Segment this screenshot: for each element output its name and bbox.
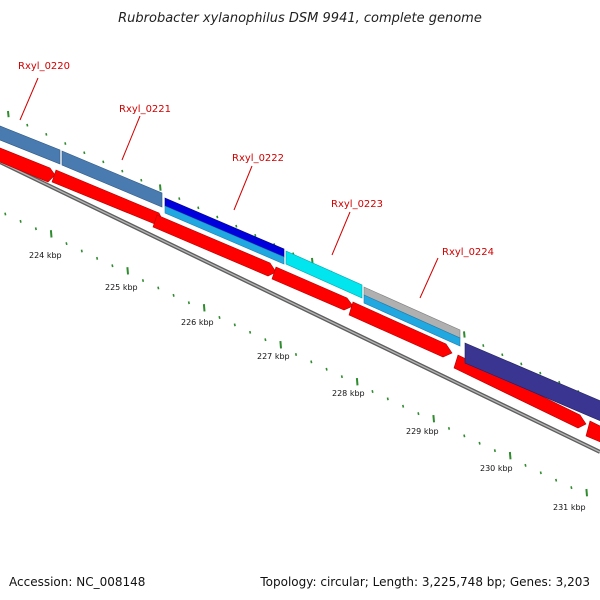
cds-feature [271,266,354,311]
minor-tick [159,184,162,191]
minor-tick [482,344,485,347]
minor-tick [157,286,160,290]
minor-tick [264,338,267,342]
minor-tick [178,197,181,201]
label-leader-line [331,211,351,256]
minor-tick [102,160,105,164]
minor-tick [96,256,99,260]
gene-feature-rxyl-0224-b [363,294,461,347]
genome-summary-text: Topology: circular; Length: 3,225,748 bp… [259,575,590,589]
minor-tick [325,367,328,371]
scale-label: 229 kbp [406,427,439,436]
scale-label: 226 kbp [181,318,214,327]
minor-tick [524,463,527,467]
gene-track [0,125,600,422]
accession-text: Accession: NC_008148 [9,575,145,589]
minor-tick [19,219,22,223]
minor-tick [294,353,298,356]
minor-tick [235,224,238,228]
minor-tick [539,471,542,475]
minor-tick [80,249,83,253]
minor-tick [45,132,48,136]
label-leader-line [419,257,439,299]
major-tick [585,488,588,497]
minor-tick [340,375,343,379]
minor-tick [463,331,466,338]
minor-tick [478,441,481,445]
gene-label: Rxyl_0220 [18,61,70,72]
minor-tick [121,169,124,173]
major-tick [508,451,512,460]
minor-tick [386,397,389,401]
scale-label: 225 kbp [105,283,138,292]
cds-feature [0,147,56,183]
scale-label: 224 kbp [29,251,62,260]
gene-label: Rxyl_0224 [442,247,494,258]
cds-feature [453,354,587,429]
sequence-backbone [0,160,600,454]
major-tick [49,230,53,238]
minor-tick [172,293,175,297]
minor-tick [555,478,558,482]
minor-tick [187,301,190,305]
scale-ticks: 224 kbp 225 kbp 226 kbp 227 kbp 228 kbp 229 k… [4,212,588,512]
gene-labels: Rxyl_0220 Rxyl_0221 Rxyl_0222 Rxyl_0223 … [18,61,494,299]
cds-feature [585,420,600,443]
minor-tick [539,371,542,375]
minor-tick [447,426,451,430]
gene-feature-rxyl-0221 [61,150,163,208]
minor-tick [83,151,86,155]
scale-label: 230 kbp [480,464,513,473]
minor-tick [493,449,496,453]
gene-label: Rxyl_0221 [119,104,171,115]
minor-tick [310,360,313,364]
label-leader-line [233,165,253,211]
minor-tick [65,242,68,246]
minor-tick [254,233,257,237]
major-tick [202,304,206,312]
major-tick [279,341,282,349]
minor-tick [371,389,374,393]
major-tick [432,414,435,423]
cds-feature [152,214,277,277]
scale-label: 231 kbp [553,503,586,512]
major-tick [126,267,129,275]
minor-tick [233,323,236,327]
minor-tick [141,279,145,283]
minor-tick [216,215,219,219]
minor-tick [501,353,504,357]
minor-tick [402,404,405,408]
minor-tick [417,412,420,416]
scale-label: 228 kbp [332,389,365,398]
gene-label: Rxyl_0223 [331,199,383,210]
gene-feature-rxyl-0222-b [164,205,285,265]
minor-tick [463,434,466,438]
gene-feature [464,342,600,422]
minor-tick [197,206,200,210]
map-title: Rubrobacter xylanophilus DSM 9941, compl… [118,11,482,26]
cds-feature [348,301,453,358]
label-leader-line [121,115,141,161]
label-leader-line [19,77,39,121]
minor-tick [111,264,114,268]
minor-tick [4,212,7,216]
minor-tick [249,330,252,334]
minor-tick [140,178,143,182]
cds-track [0,147,600,443]
minor-tick [64,142,67,145]
gene-feature-rxyl-0223 [285,250,363,299]
gene-label: Rxyl_0222 [232,153,284,164]
minor-tick [570,486,573,490]
minor-tick [26,123,29,127]
minor-tick [218,316,221,320]
gene-feature-rxyl-0220 [0,125,61,165]
minor-tick [7,110,10,118]
minor-tick [34,227,37,231]
major-tick [355,377,359,386]
scale-label: 227 kbp [257,352,290,361]
minor-tick [520,362,523,366]
